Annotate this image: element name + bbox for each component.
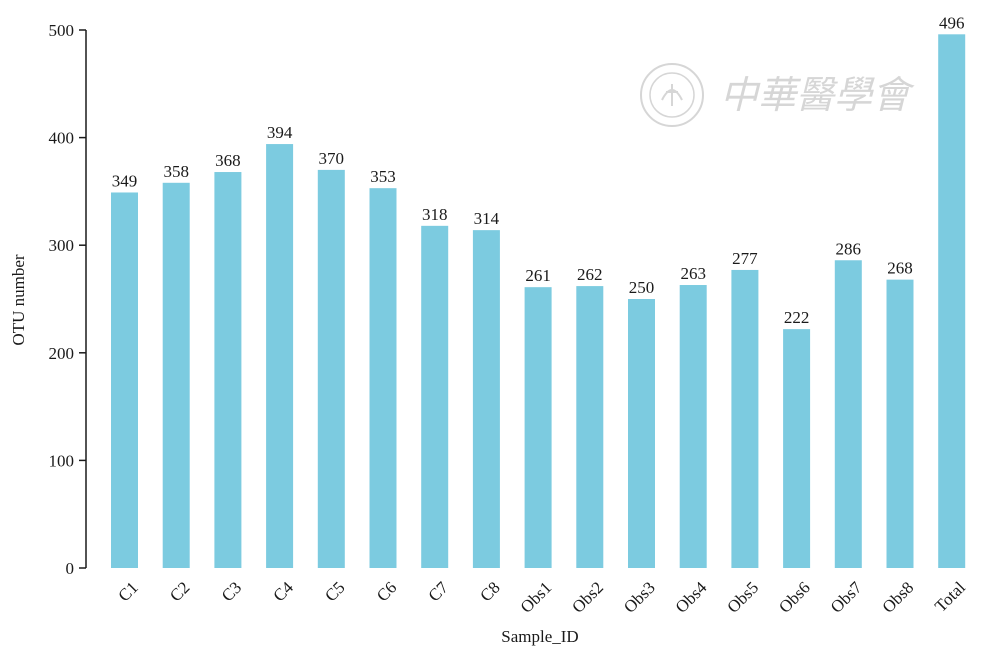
x-tick-label-c8: C8 (476, 578, 503, 605)
x-axis-ticks: C1 C2 C3 C4 C5 C6 C7 C8 Obs1 Obs2 Obs3 Obs4 Obs5 Obs6… (114, 578, 969, 617)
bar-obs6 (783, 329, 811, 568)
data-label-c7: 318 (422, 205, 448, 224)
x-tick-label-obs4: Obs4 (672, 578, 711, 617)
x-tick-label-obs6: Obs6 (775, 578, 814, 617)
y-tick-label: 500 (49, 21, 75, 40)
data-label-total: 496 (939, 13, 965, 32)
bar-c5 (317, 169, 345, 568)
watermark-seal-emblem (661, 84, 683, 106)
bar-obs1 (524, 287, 552, 568)
bars (111, 34, 966, 569)
bar-obs8 (886, 279, 914, 568)
y-tick-label: 200 (49, 344, 75, 363)
data-label-c8: 314 (474, 209, 500, 228)
bar-obs3 (628, 299, 655, 568)
x-tick-label-c6: C6 (373, 578, 400, 605)
data-label-obs4: 263 (680, 264, 706, 283)
data-label-obs2: 262 (577, 265, 603, 284)
data-label-obs8: 268 (887, 259, 913, 278)
y-tick-label: 100 (49, 451, 75, 470)
watermark-text: 中華醫學會 (720, 73, 915, 117)
x-tick-label-c4: C4 (269, 578, 297, 606)
x-tick-label-c1: C1 (114, 578, 141, 605)
x-tick-label-c2: C2 (166, 578, 193, 605)
y-tick-label: 0 (66, 559, 75, 578)
bar-obs2 (576, 286, 604, 568)
y-tick-label: 400 (49, 129, 75, 148)
value-labels: 349 358 368 394 370 353 318 314 261 262 250 263 277 2… (112, 13, 965, 327)
x-tick-label-total: Total (931, 578, 969, 616)
y-axis-ticks: 0 100 200 300 400 500 (49, 21, 86, 578)
x-tick-label-obs3: Obs3 (620, 578, 659, 617)
data-label-obs3: 250 (629, 278, 655, 297)
y-axis-title: OTU number (9, 254, 28, 345)
bar-obs4 (679, 285, 707, 568)
x-tick-label-obs1: Obs1 (517, 578, 556, 617)
data-label-c5: 370 (319, 149, 345, 168)
bar-c1 (111, 192, 138, 568)
bar-c6 (369, 188, 397, 568)
watermark: 中華醫學會 (640, 63, 915, 127)
data-label-c1: 349 (112, 171, 138, 190)
data-label-obs1: 261 (525, 266, 551, 285)
bar-c3 (214, 172, 242, 569)
data-label-c4: 394 (267, 123, 293, 142)
watermark-seal-inner (649, 72, 695, 118)
data-label-obs6: 222 (784, 308, 810, 327)
data-label-obs5: 277 (732, 249, 758, 268)
data-label-c2: 358 (163, 162, 189, 181)
y-tick-label: 300 (49, 236, 75, 255)
watermark-seal-outer (640, 63, 704, 127)
x-tick-label-obs7: Obs7 (827, 578, 866, 617)
x-axis-title: Sample_ID (501, 627, 578, 646)
x-tick-label-obs5: Obs5 (723, 578, 762, 617)
bar-c8 (472, 230, 500, 569)
data-label-c6: 353 (370, 167, 396, 186)
x-tick-label-obs8: Obs8 (878, 578, 917, 617)
bar-c4 (266, 144, 294, 568)
x-tick-label-c3: C3 (218, 578, 245, 605)
bar-total (938, 34, 966, 568)
bar-obs7 (834, 260, 862, 568)
x-tick-label-c7: C7 (425, 578, 453, 606)
bar-obs5 (731, 269, 759, 568)
bar-c2 (162, 182, 190, 569)
x-tick-label-c5: C5 (321, 578, 348, 605)
x-tick-label-obs2: Obs2 (568, 578, 607, 617)
data-label-obs7: 286 (836, 239, 862, 258)
data-label-c3: 368 (215, 151, 241, 170)
bar-c7 (421, 225, 449, 568)
